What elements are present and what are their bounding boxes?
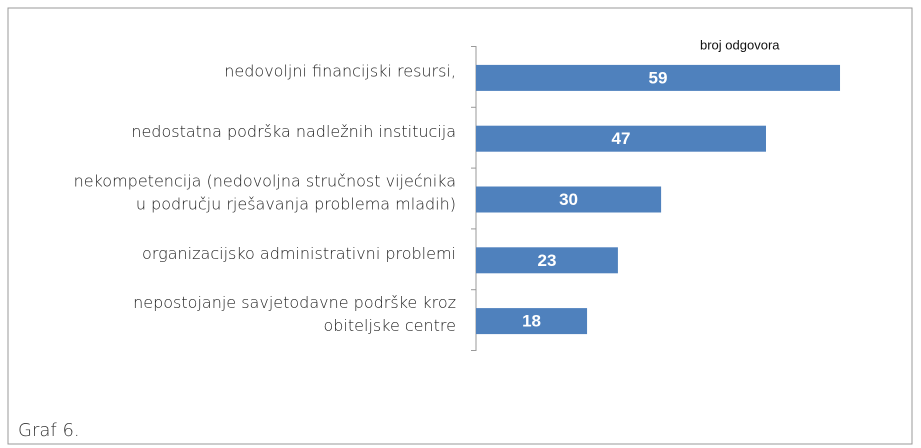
category-label: nekompetencija (nedovoljna stručnost vij… (74, 172, 456, 191)
value-label: 18 (522, 312, 541, 331)
category-label: nepostojanje savjetodavne podrške kroz (133, 293, 456, 312)
legend-label: broj odgovora (700, 37, 780, 52)
value-label: 47 (612, 129, 631, 148)
bar (476, 64, 841, 91)
category-label: nedovoljni financijski resursi, (224, 61, 456, 80)
category-label: organizacijsko administrativni problemi (142, 244, 456, 263)
category-label: u području rješavanja problema mladih) (136, 195, 456, 214)
bar (476, 186, 662, 213)
bar (476, 247, 618, 274)
category-label: obiteljske centre (324, 316, 456, 335)
bar (476, 125, 766, 152)
value-label: 30 (559, 190, 578, 209)
caption: Graf 6. (18, 420, 80, 441)
frame (7, 7, 913, 445)
value-label: 23 (537, 251, 556, 270)
value-label: 59 (649, 68, 668, 87)
category-label: nedostatna podrška nadležnih institucija (131, 122, 456, 141)
bar (476, 308, 588, 335)
